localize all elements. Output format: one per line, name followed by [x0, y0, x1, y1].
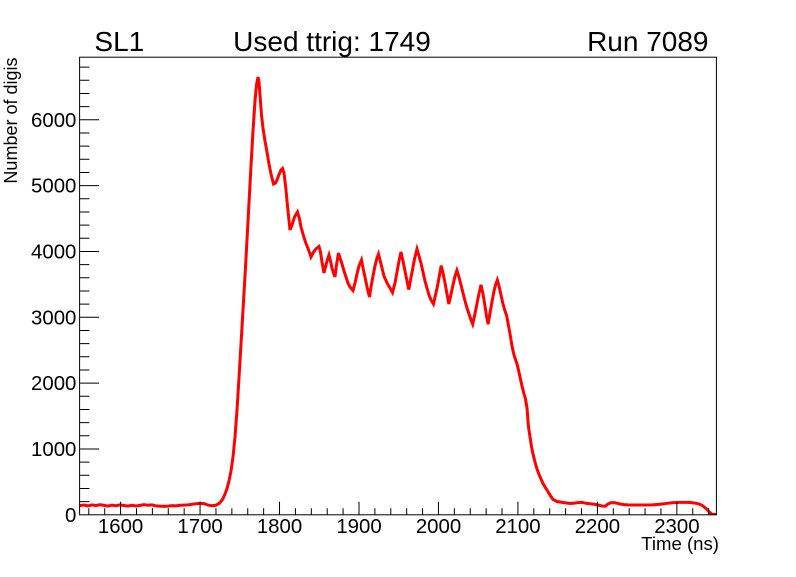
- svg-text:1700: 1700: [177, 516, 222, 538]
- svg-text:2000: 2000: [416, 516, 461, 538]
- svg-text:4000: 4000: [31, 242, 76, 264]
- svg-text:Number of digis: Number of digis: [1, 58, 21, 184]
- svg-text:1000: 1000: [31, 439, 76, 461]
- svg-text:Used ttrig: 1749: Used ttrig: 1749: [233, 26, 431, 57]
- svg-text:2000: 2000: [31, 373, 76, 395]
- svg-text:5000: 5000: [31, 176, 76, 198]
- svg-text:Run 7089: Run 7089: [587, 26, 708, 57]
- svg-text:6000: 6000: [31, 110, 76, 132]
- svg-text:2200: 2200: [575, 516, 620, 538]
- svg-text:Time (ns): Time (ns): [641, 533, 719, 554]
- svg-text:2100: 2100: [495, 516, 540, 538]
- svg-text:3000: 3000: [31, 307, 76, 329]
- svg-text:1900: 1900: [336, 516, 381, 538]
- svg-text:2300: 2300: [654, 516, 699, 538]
- svg-text:1600: 1600: [98, 516, 143, 538]
- svg-text:1800: 1800: [257, 516, 302, 538]
- svg-text:0: 0: [65, 505, 76, 527]
- svg-text:SL1: SL1: [94, 26, 144, 57]
